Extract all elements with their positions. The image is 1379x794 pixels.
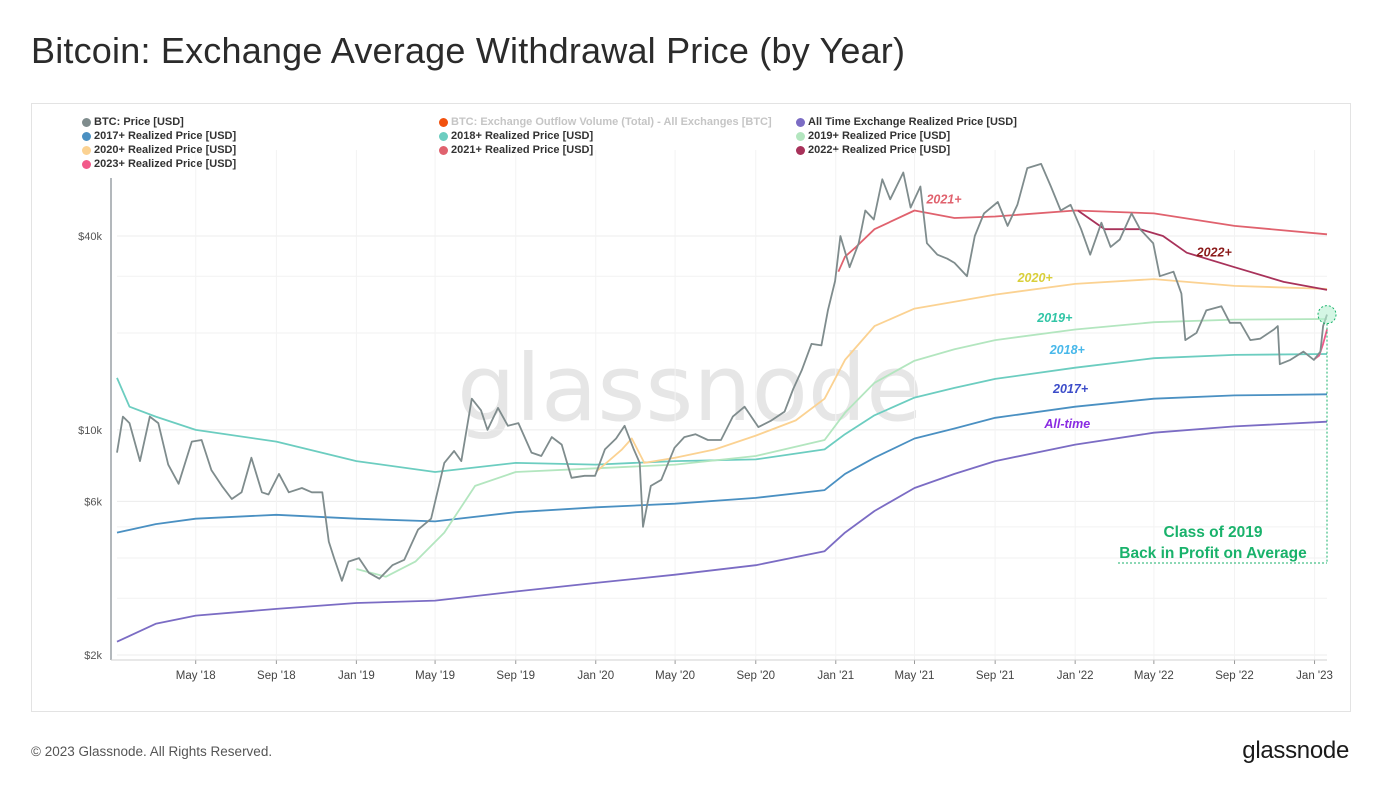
chart-title: Bitcoin: Exchange Average Withdrawal Pri… [31,30,906,71]
y-tick-label: $2k [84,650,102,662]
annotation-line2: Back in Profit on Average [1119,545,1307,562]
legend-swatch-icon [439,131,448,141]
x-tick-label: Jan '19 [338,670,375,682]
legend-item[interactable]: 2019+ Realized Price [USD] [796,130,950,142]
x-tick-label: Jan '20 [577,670,614,682]
x-tick-label: Sep '20 [736,670,775,682]
series-label: 2021+ [925,192,962,206]
x-tick-label: Jan '21 [817,670,854,682]
series-line [116,393,1328,534]
legend-swatch-icon [82,117,91,127]
series-label: 2022+ [1196,246,1233,260]
series-label: 2020+ [1017,271,1054,285]
legend-label: 2021+ Realized Price [USD] [451,144,594,156]
series-line [595,278,1328,473]
legend-swatch-icon [82,145,91,155]
x-tick-label: May '20 [655,670,695,682]
x-tick-label: Sep '21 [976,670,1015,682]
copyright-footer: © 2023 Glassnode. All Rights Reserved. [31,744,273,759]
legend-label: BTC: Exchange Outflow Volume (Total) - A… [451,116,772,128]
series-label: 2019+ [1036,311,1073,325]
x-tick-label: Jan '23 [1296,670,1333,682]
series-label: All-time [1043,417,1090,431]
x-tick-label: May '21 [895,670,935,682]
watermark-text: glassnode [457,335,923,442]
legend-swatch-icon [439,117,448,127]
x-tick-label: May '22 [1134,670,1174,682]
legend-item[interactable]: 2021+ Realized Price [USD] [439,144,593,156]
legend-item[interactable]: 2017+ Realized Price [USD] [82,130,236,142]
legend-item[interactable]: 2018+ Realized Price [USD] [439,130,593,142]
legend-item[interactable]: All Time Exchange Realized Price [USD] [796,116,1017,128]
x-tick-label: Sep '18 [257,670,296,682]
legend-swatch-icon [82,159,91,169]
legend-item[interactable]: 2020+ Realized Price [USD] [82,144,236,156]
legend-swatch-icon [796,145,805,155]
legend-label: 2017+ Realized Price [USD] [94,130,237,142]
legend-swatch-icon [439,145,448,155]
x-tick-label: Sep '19 [496,670,535,682]
x-tick-label: May '19 [415,670,455,682]
legend-item[interactable]: BTC: Price [USD] [82,116,184,128]
legend-swatch-icon [796,117,805,127]
legend-label: BTC: Price [USD] [94,116,184,128]
y-tick-label: $6k [84,496,102,508]
series-label: 2018+ [1049,343,1086,357]
legend-label: 2020+ Realized Price [USD] [94,144,237,156]
legend-label: 2023+ Realized Price [USD] [94,158,237,170]
x-tick-label: Sep '22 [1215,670,1254,682]
y-tick-label: $40k [78,231,102,243]
legend-label: All Time Exchange Realized Price [USD] [808,116,1017,128]
annotation-line1: Class of 2019 [1163,524,1262,541]
legend-label: 2019+ Realized Price [USD] [808,130,951,142]
series-line [837,209,1328,273]
series-line [356,318,1328,578]
series-line [1077,209,1328,291]
series-label: 2017+ [1052,382,1089,396]
legend-swatch-icon [82,131,91,141]
legend-item[interactable]: 2023+ Realized Price [USD] [82,158,236,170]
x-tick-label: May '18 [176,670,216,682]
highlight-circle [1317,305,1337,325]
series-line [116,420,1328,643]
series-line [116,163,1328,582]
legend-item[interactable]: BTC: Exchange Outflow Volume (Total) - A… [439,116,772,128]
brand-logo[interactable]: glassnode [1242,737,1349,764]
y-tick-label: $10k [78,425,102,437]
legend-swatch-icon [796,131,805,141]
x-tick-label: Jan '22 [1057,670,1094,682]
legend-label: 2018+ Realized Price [USD] [451,130,594,142]
series-line [116,353,1328,473]
